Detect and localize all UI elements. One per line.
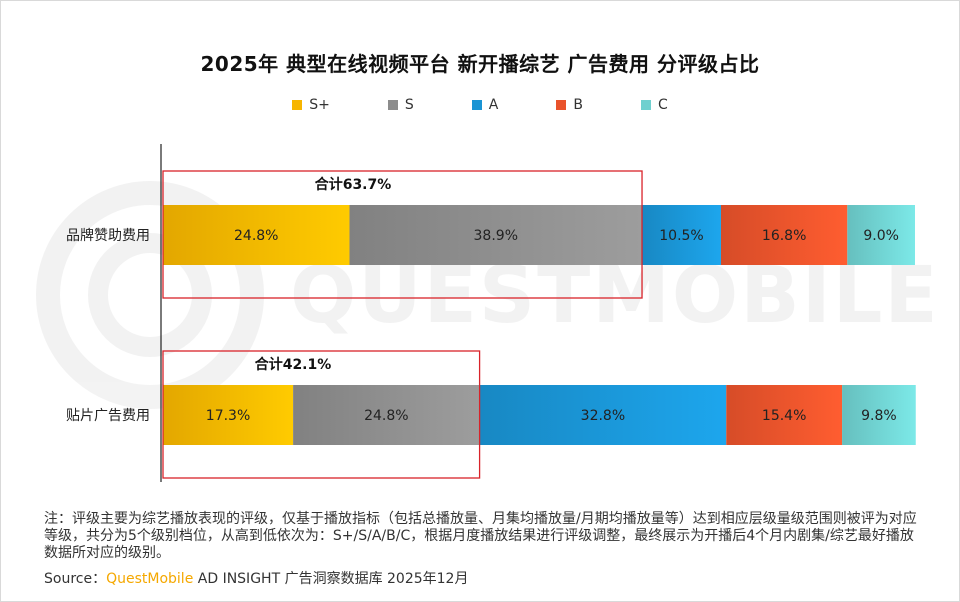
category-label: 贴片广告费用	[66, 408, 150, 424]
bar-segment	[349, 205, 643, 265]
bar-segment	[726, 385, 843, 445]
data-label: 9.8%	[861, 408, 897, 424]
legend-swatch	[471, 100, 482, 110]
legend-swatch	[640, 100, 651, 110]
source-line: Source：QuestMobile AD INSIGHT 广告洞察数据库 20…	[44, 568, 468, 588]
legend-swatch	[387, 100, 398, 110]
legend-swatch	[556, 100, 567, 110]
legend-label: S	[404, 97, 414, 113]
legend-label: B	[573, 97, 583, 113]
data-label: 16.8%	[762, 228, 806, 244]
source-brand: QuestMobile	[106, 571, 194, 587]
annotation-label: 合计42.1%	[255, 356, 332, 373]
data-label: 24.8%	[364, 408, 408, 424]
bar-segment	[163, 205, 350, 265]
legend-label: C	[657, 97, 668, 113]
bar-segment	[479, 385, 727, 445]
data-label: 38.9%	[474, 228, 518, 244]
chart-note: 注：评级主要为综艺播放表现的评级，仅基于播放指标（包括总播放量、月集均播放量/月…	[44, 511, 917, 561]
legend-item: S	[387, 97, 414, 113]
legend-label: S+	[309, 97, 330, 113]
legend-item: A	[471, 97, 499, 113]
data-label: 32.8%	[581, 408, 625, 424]
bar-segment	[163, 385, 294, 445]
bar-segment	[842, 385, 916, 445]
data-label: 10.5%	[659, 228, 703, 244]
bar-segment	[293, 385, 480, 445]
category-label: 品牌赞助费用	[66, 227, 150, 244]
watermark: QUESTMOBILE	[36, 181, 940, 409]
data-label: 15.4%	[762, 408, 806, 424]
legend-item: B	[556, 97, 583, 113]
data-label: 24.8%	[234, 228, 278, 244]
source-prefix: Source：	[44, 571, 107, 587]
annotation-box	[162, 350, 481, 479]
watermark-text: QUESTMOBILE	[290, 251, 940, 341]
watermark-ring-inner	[88, 233, 212, 357]
data-label: 9.0%	[863, 228, 899, 244]
legend-label: A	[488, 97, 499, 113]
watermark-ring-outer	[36, 181, 264, 409]
chart-title: 2025年 典型在线视频平台 新开播综艺 广告费用 分评级占比	[200, 52, 760, 76]
annotation-box	[162, 170, 643, 299]
bar-segment	[847, 205, 915, 265]
data-label: 17.3%	[206, 408, 250, 424]
legend-item: C	[640, 97, 668, 113]
chart-legend: S+ S A B C	[0, 97, 960, 113]
source-suffix: AD INSIGHT 广告洞察数据库 2025年12月	[193, 571, 469, 587]
bar-segment	[642, 205, 721, 265]
legend-swatch	[292, 100, 303, 110]
bar-segment	[720, 205, 848, 265]
legend-item: S+	[292, 97, 330, 113]
annotation-label: 合计63.7%	[315, 176, 392, 193]
